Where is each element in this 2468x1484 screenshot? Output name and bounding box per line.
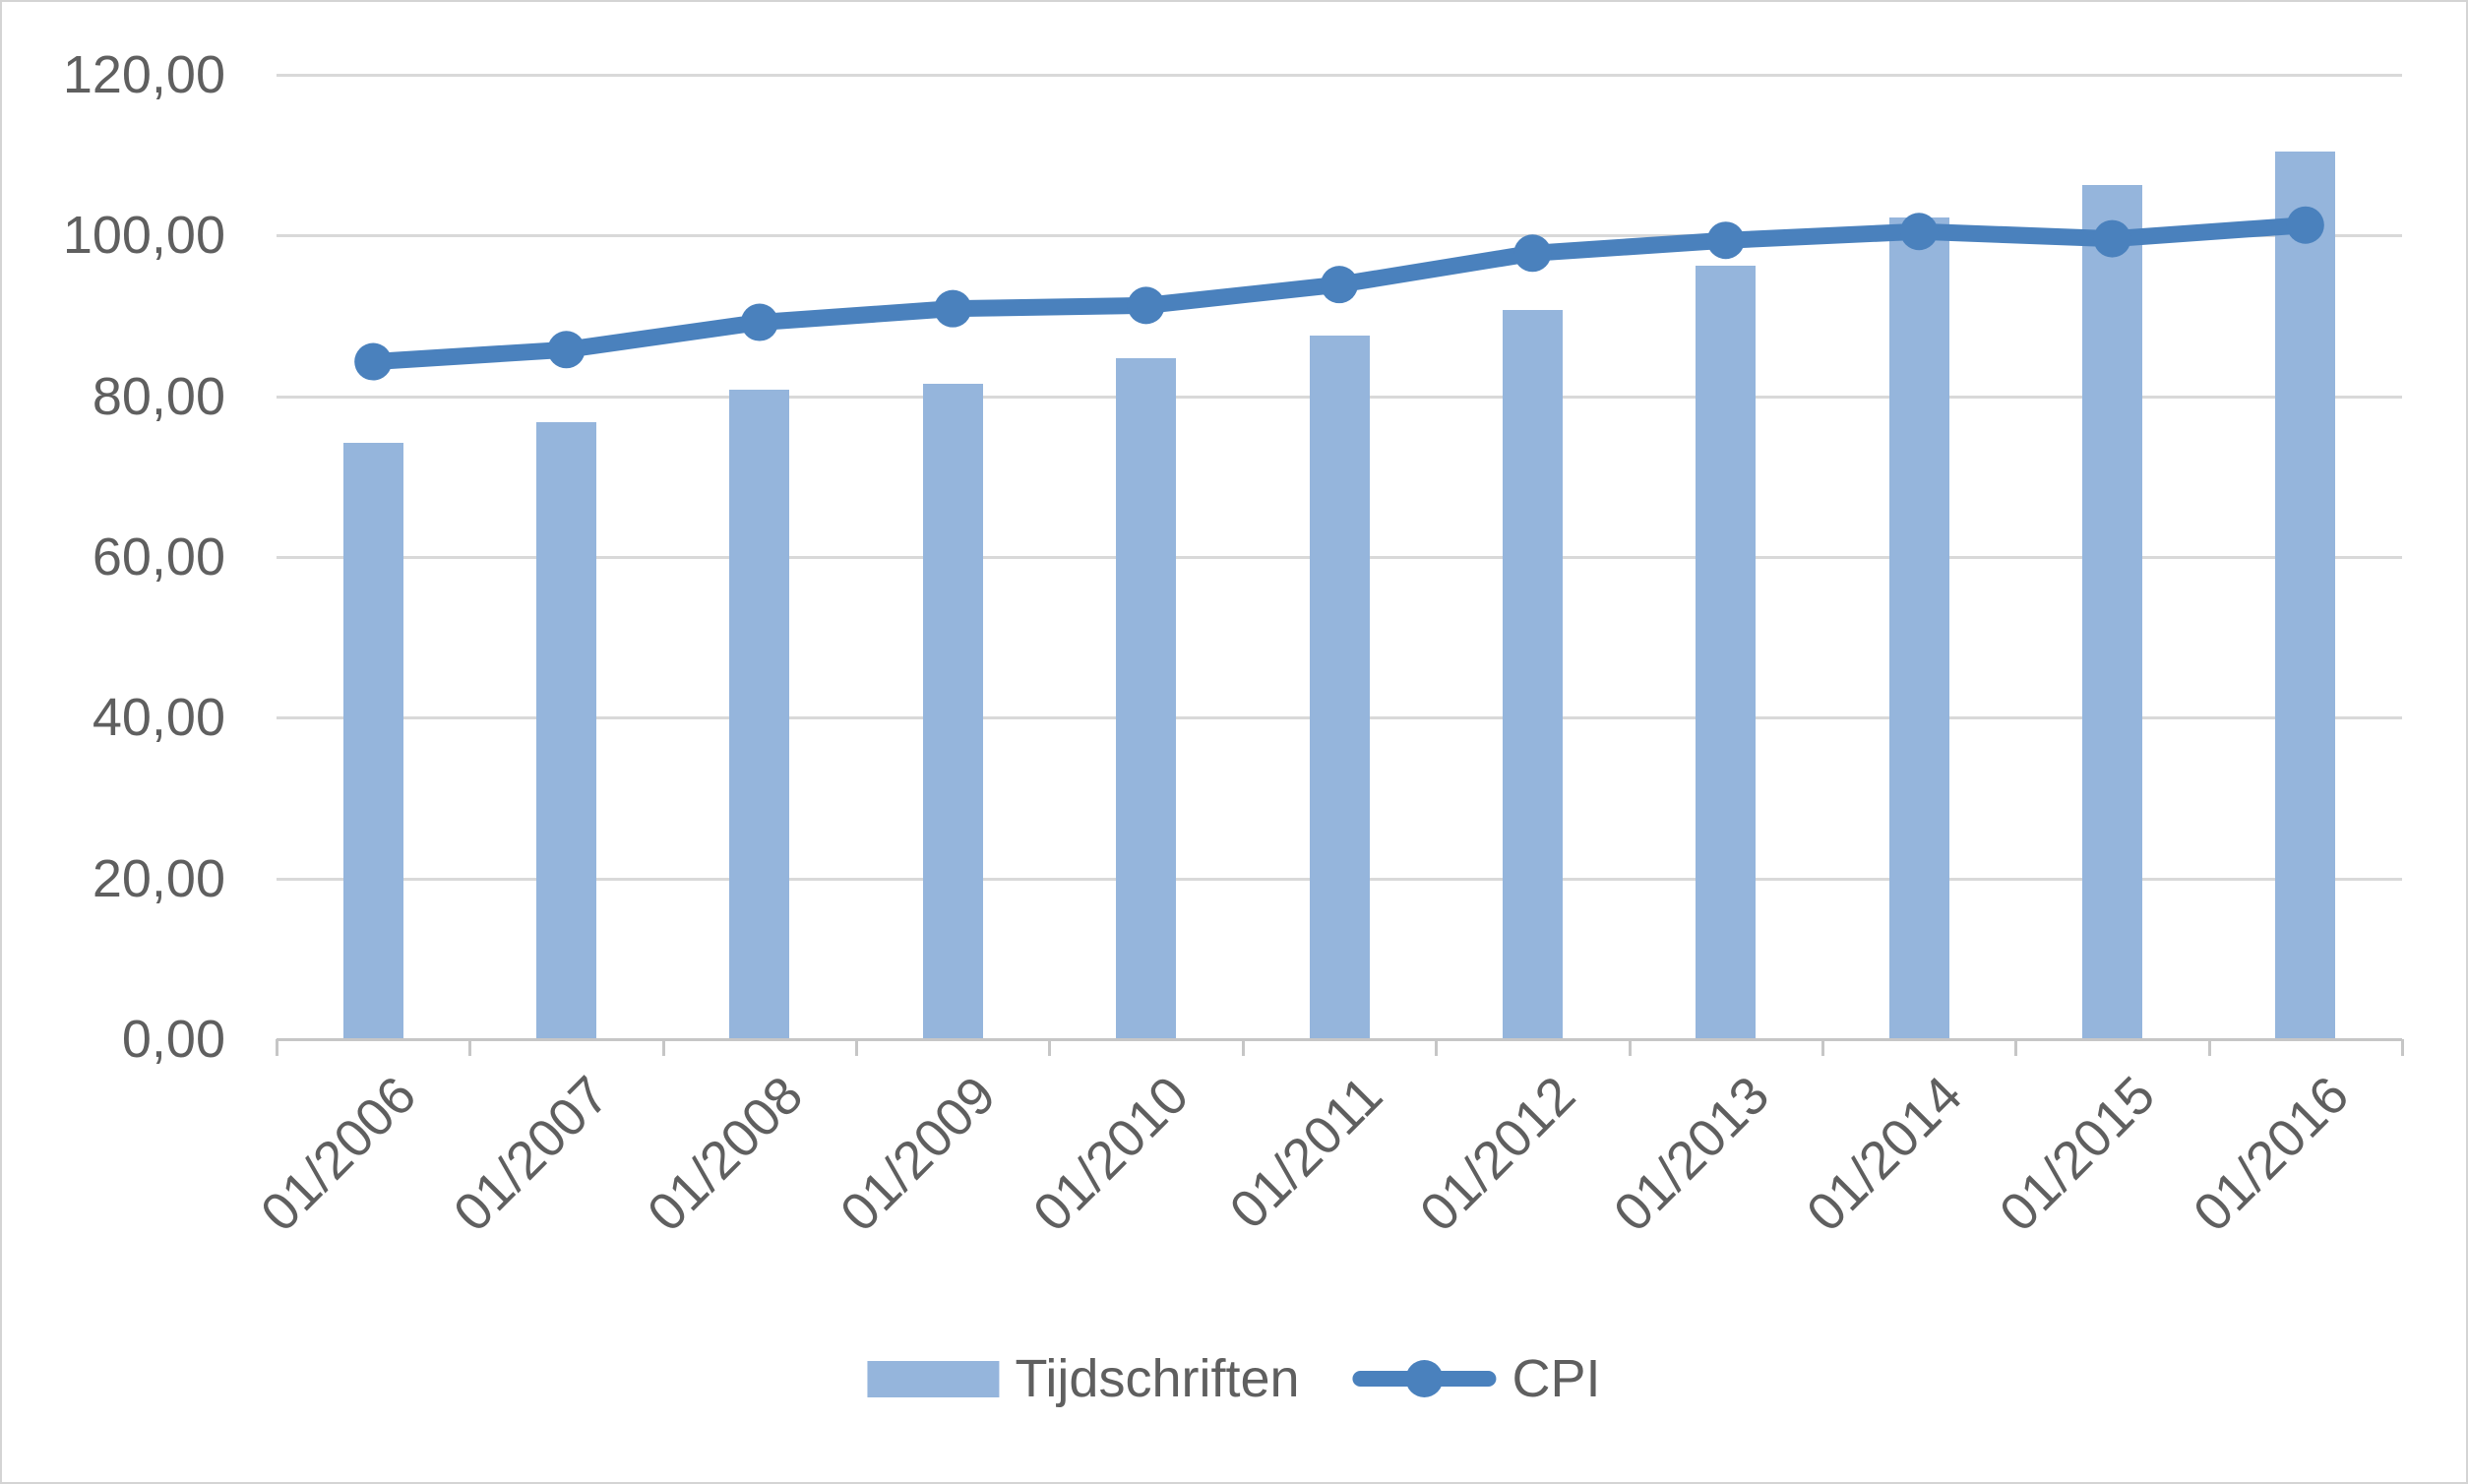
x-axis-label: 01/2011 (1218, 1065, 1394, 1241)
bar-01/2006[interactable] (342, 443, 403, 1039)
y-axis-label: 0,00 (121, 1010, 225, 1069)
x-axis-label: 01/2008 (636, 1065, 814, 1244)
x-axis-tick (2014, 1039, 2018, 1056)
legend-label-tijdschriften: Tijdschriften (1015, 1349, 1300, 1408)
x-axis-tick (1820, 1039, 1824, 1056)
plot-area (277, 74, 2402, 1039)
x-axis-label: 01/2012 (1408, 1065, 1587, 1244)
cpi-marker-01/2016[interactable] (2286, 206, 2324, 244)
y-axis-label: 60,00 (92, 527, 225, 587)
x-axis-tick (1435, 1039, 1439, 1056)
y-axis-label: 100,00 (62, 206, 225, 266)
x-axis-label: 01/2010 (1022, 1065, 1201, 1244)
cpi-line-series (354, 206, 2324, 381)
x-axis-tick (2207, 1039, 2211, 1056)
bar-01/2008[interactable] (729, 390, 790, 1039)
legend-bar-swatch-icon (867, 1360, 1000, 1397)
x-axis-tick (1048, 1039, 1052, 1056)
bar-01/2011[interactable] (1309, 336, 1370, 1039)
x-axis-label: 01/2009 (829, 1065, 1008, 1244)
x-axis-label: 01/2007 (443, 1065, 621, 1244)
legend-item-tijdschriften[interactable]: Tijdschriften (867, 1348, 1300, 1409)
cpi-marker-01/2012[interactable] (1513, 234, 1552, 273)
bar-01/2016[interactable] (2275, 151, 2336, 1039)
x-axis-tick (1241, 1039, 1245, 1056)
bar-01/2014[interactable] (1888, 217, 1949, 1039)
cpi-marker-01/2009[interactable] (934, 289, 972, 328)
y-axis-label: 80,00 (92, 366, 225, 426)
bar-01/2007[interactable] (536, 421, 597, 1039)
y-axis-label: 120,00 (62, 45, 225, 104)
gridline (277, 74, 2402, 77)
legend-item-cpi[interactable]: CPI (1352, 1348, 1601, 1409)
cpi-marker-01/2008[interactable] (740, 303, 778, 341)
cpi-marker-01/2007[interactable] (547, 331, 586, 369)
bar-01/2015[interactable] (2081, 184, 2142, 1039)
bar-01/2013[interactable] (1696, 265, 1757, 1039)
cpi-marker-01/2010[interactable] (1127, 286, 1165, 325)
cpi-marker-01/2011[interactable] (1321, 266, 1358, 304)
cpi-marker-01/2014[interactable] (1900, 213, 1939, 251)
bar-01/2012[interactable] (1502, 310, 1563, 1039)
x-axis-tick (2401, 1039, 2404, 1056)
x-axis-tick (855, 1039, 859, 1056)
x-axis-label: 01/2006 (249, 1065, 428, 1244)
x-axis-label: 01/2013 (1602, 1065, 1780, 1244)
cpi-marker-01/2015[interactable] (2093, 219, 2131, 258)
legend-label-cpi: CPI (1512, 1349, 1601, 1408)
bar-01/2010[interactable] (1116, 358, 1177, 1039)
legend-line-marker-swatch-icon (1352, 1360, 1497, 1397)
y-axis-label: 20,00 (92, 848, 225, 908)
x-axis-tick (1628, 1039, 1632, 1056)
cpi-marker-01/2013[interactable] (1706, 221, 1745, 260)
x-axis-tick (468, 1039, 472, 1056)
legend: Tijdschriften CPI (867, 1348, 1601, 1409)
bar-01/2009[interactable] (922, 384, 983, 1039)
cpi-marker-01/2006[interactable] (354, 342, 393, 381)
x-axis-label: 01/2016 (2182, 1065, 2360, 1244)
x-axis-tick (276, 1039, 278, 1056)
y-axis-label: 40,00 (92, 688, 225, 748)
gridline (277, 234, 2402, 238)
x-axis-label: 01/2014 (1795, 1065, 1974, 1244)
x-axis-line (277, 1038, 2402, 1041)
x-axis-label: 01/2015 (1989, 1065, 2167, 1244)
x-axis-tick (661, 1039, 665, 1056)
